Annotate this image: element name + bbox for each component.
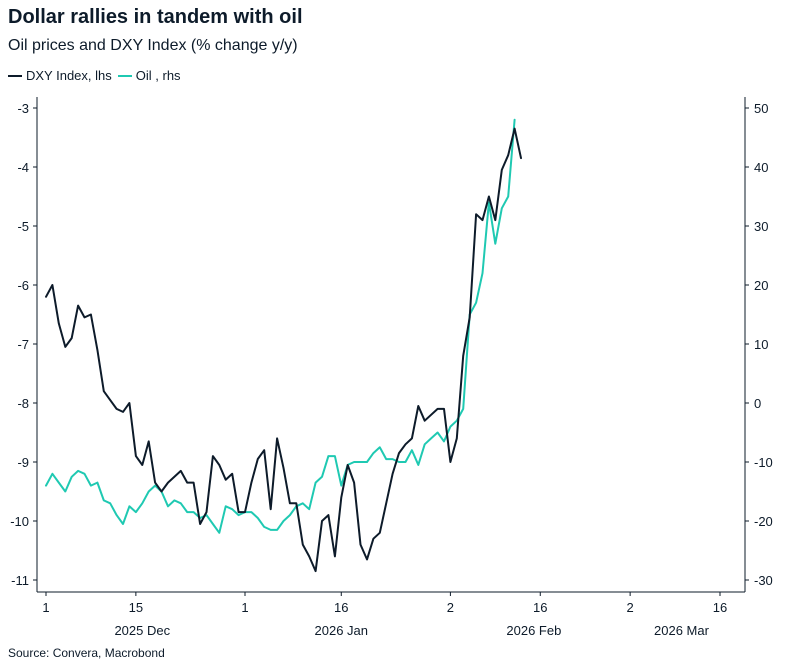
legend-label-dxy: DXY Index, lhs bbox=[26, 68, 112, 83]
right-axis-tick-label: 10 bbox=[754, 337, 768, 352]
legend-label-oil: Oil , rhs bbox=[135, 68, 181, 83]
left-axis-tick-label: -3 bbox=[17, 101, 29, 116]
x-axis-tick-label: 1 bbox=[241, 600, 248, 615]
x-axis-tick-label: 16 bbox=[533, 600, 547, 615]
right-axis-tick-label: -10 bbox=[754, 455, 773, 470]
source-note: Source: Convera, Macrobond bbox=[8, 646, 165, 660]
x-axis-month-label: 2026 Jan bbox=[315, 623, 369, 638]
right-axis-tick-label: 50 bbox=[754, 101, 768, 116]
x-axis-month-label: 2025 Dec bbox=[114, 623, 170, 638]
left-axis-tick-label: -7 bbox=[17, 337, 29, 352]
x-axis-tick-label: 15 bbox=[129, 600, 143, 615]
x-axis-tick-label: 16 bbox=[713, 600, 727, 615]
left-axis-tick-label: -9 bbox=[17, 455, 29, 470]
x-axis-tick-label: 1 bbox=[42, 600, 49, 615]
x-axis-tick-label: 2 bbox=[447, 600, 454, 615]
left-axis-tick-label: -11 bbox=[11, 573, 29, 588]
right-axis-tick-label: -30 bbox=[754, 573, 773, 588]
legend: DXY Index, lhs Oil , rhs bbox=[8, 68, 187, 83]
legend-item-dxy: DXY Index, lhs bbox=[8, 68, 112, 83]
series-line-dxy bbox=[45, 127, 522, 573]
left-axis-tick-label: -8 bbox=[17, 396, 29, 411]
x-axis-month-label: 2026 Mar bbox=[654, 623, 710, 638]
right-axis-tick-label: -20 bbox=[754, 514, 773, 529]
legend-swatch-oil bbox=[117, 74, 132, 77]
right-axis-tick-label: 40 bbox=[754, 160, 768, 175]
left-axis-tick-label: -6 bbox=[17, 278, 29, 293]
left-axis-tick-label: -4 bbox=[17, 160, 29, 175]
left-axis-tick-label: -5 bbox=[17, 219, 29, 234]
x-axis-tick-label: 16 bbox=[334, 600, 348, 615]
legend-swatch-dxy bbox=[8, 74, 22, 77]
right-axis-tick-label: 30 bbox=[754, 219, 768, 234]
chart-title: Dollar rallies in tandem with oil bbox=[8, 6, 303, 28]
x-axis-tick-label: 2 bbox=[627, 600, 634, 615]
x-axis-month-label: 2026 Feb bbox=[506, 623, 561, 638]
right-axis-tick-label: 20 bbox=[754, 278, 768, 293]
legend-item-oil: Oil , rhs bbox=[117, 68, 181, 83]
left-axis-tick-label: -10 bbox=[10, 514, 29, 529]
series-line-oil bbox=[45, 118, 516, 534]
right-axis-tick-label: 0 bbox=[754, 396, 761, 411]
chart-subtitle: Oil prices and DXY Index (% change y/y) bbox=[8, 37, 298, 54]
